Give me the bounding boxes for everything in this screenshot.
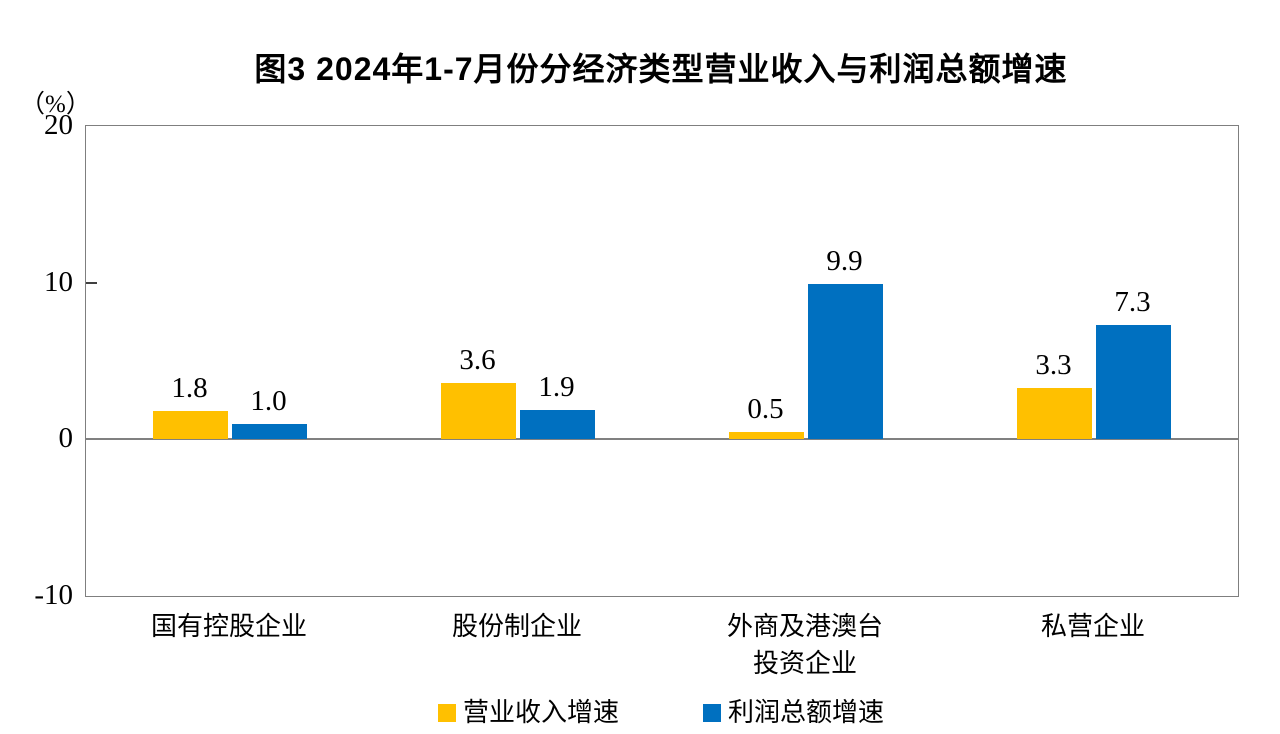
y-tick-label: 20 xyxy=(44,109,73,141)
category-label-2: 外商及港澳台 投资企业 xyxy=(726,612,883,678)
bar-value-label: 1.8 xyxy=(171,372,208,405)
plot-area xyxy=(85,125,1239,597)
bar-profit-3 xyxy=(1096,324,1171,440)
bar-value-label: 1.9 xyxy=(538,370,575,403)
y-axis-tick xyxy=(86,281,97,284)
bar-profit-2 xyxy=(808,284,883,440)
zero-gridline xyxy=(86,438,1238,441)
bar-revenue-2 xyxy=(729,431,804,440)
bar-value-label: 3.6 xyxy=(459,343,496,376)
category-label-0: 国有控股企业 xyxy=(150,612,307,641)
bar-profit-0 xyxy=(232,423,307,440)
profit-series-swatch-icon xyxy=(703,704,721,722)
legend-item-profit: 利润总额增速 xyxy=(703,698,884,728)
legend-label: 营业收入增速 xyxy=(462,698,619,727)
bar-revenue-1 xyxy=(441,382,516,440)
bar-value-label: 3.3 xyxy=(1035,348,1072,381)
bar-revenue-0 xyxy=(153,411,228,440)
legend-item-revenue: 营业收入增速 xyxy=(437,698,619,728)
bar-profit-1 xyxy=(520,409,595,440)
bar-value-label: 1.0 xyxy=(250,384,287,417)
bar-revenue-3 xyxy=(1017,387,1092,440)
revenue-series-swatch-icon xyxy=(437,704,456,722)
bar-value-label: 7.3 xyxy=(1114,285,1151,318)
bar-value-label: 9.9 xyxy=(826,245,863,278)
y-axis-unit-label: （%） xyxy=(20,91,91,118)
bar-value-label: 0.5 xyxy=(747,392,784,425)
category-label-3: 私营企业 xyxy=(1040,612,1145,641)
category-label-1: 股份制企业 xyxy=(451,612,582,641)
y-tick-label: 10 xyxy=(44,265,73,298)
y-tick-label: 0 xyxy=(58,422,74,455)
legend-label: 利润总额增速 xyxy=(728,698,885,727)
chart-title: 图3 2024年1-7月份分经济类型营业收入与利润总额增速 xyxy=(254,51,1068,87)
legend: 营业收入增速 利润总额增速 xyxy=(85,698,1237,728)
y-tick-label: -10 xyxy=(34,579,73,611)
